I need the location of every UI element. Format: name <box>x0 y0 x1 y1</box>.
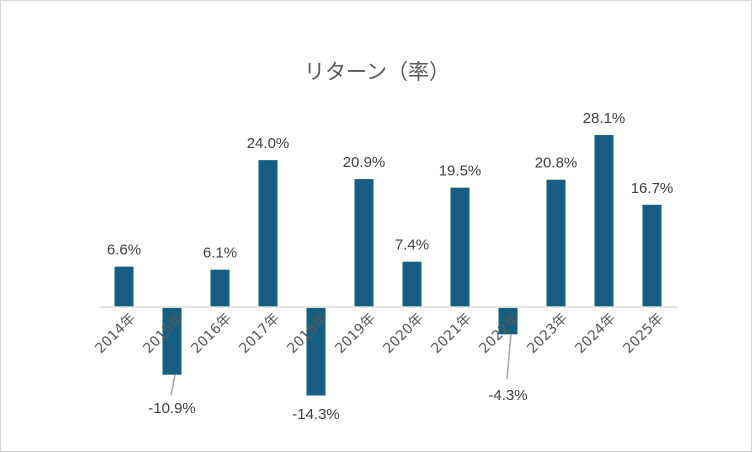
bar-2025年 <box>642 204 662 307</box>
x-tick-label: 2014年 <box>92 311 138 357</box>
data-label: 20.9% <box>343 154 386 171</box>
bar-2022年 <box>498 308 518 335</box>
data-label: 19.5% <box>439 163 482 180</box>
bar-2023年 <box>546 179 566 307</box>
x-tick-label: 2025年 <box>620 311 666 357</box>
leader-line <box>170 374 176 396</box>
bar-2015年 <box>162 308 182 375</box>
data-label: -14.3% <box>292 406 340 423</box>
bar-2024年 <box>594 135 614 307</box>
x-tick-label: 2024年 <box>572 311 618 357</box>
data-label: 6.1% <box>203 245 237 262</box>
chart-title: リターン（率） <box>304 60 450 84</box>
data-label: 6.6% <box>107 242 141 259</box>
data-label: 24.0% <box>247 135 290 152</box>
bar-2017年 <box>258 160 278 307</box>
x-tick-label: 2017年 <box>236 311 282 357</box>
data-label: -10.9% <box>148 400 196 417</box>
x-tick-label: 2019年 <box>332 311 378 357</box>
x-tick-label: 2016年 <box>188 311 234 357</box>
bar-2016年 <box>210 269 230 307</box>
bar-2020年 <box>402 261 422 307</box>
bar-2014年 <box>114 266 134 307</box>
data-label: 16.7% <box>631 180 674 197</box>
x-tick-label: 2020年 <box>380 311 426 357</box>
data-label: 20.8% <box>535 155 578 172</box>
data-label: -4.3% <box>488 387 527 404</box>
x-tick-label: 2021年 <box>428 311 474 357</box>
data-label: 28.1% <box>583 110 626 127</box>
data-label: 7.4% <box>395 237 429 254</box>
bar-2021年 <box>450 187 470 307</box>
bar-2018年 <box>306 308 326 396</box>
x-tick-label: 2023年 <box>524 311 570 357</box>
leader-line <box>506 333 512 380</box>
bar-2019年 <box>354 179 374 307</box>
